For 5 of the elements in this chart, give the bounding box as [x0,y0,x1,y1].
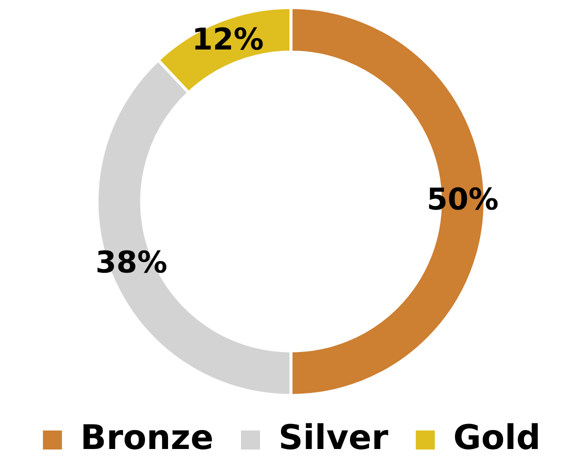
legend-label: Bronze [80,418,214,458]
data-label: 38% [95,246,168,280]
legend-label: Silver [278,418,389,458]
data-label: 12% [192,22,264,58]
legend-label: Gold [453,418,541,458]
